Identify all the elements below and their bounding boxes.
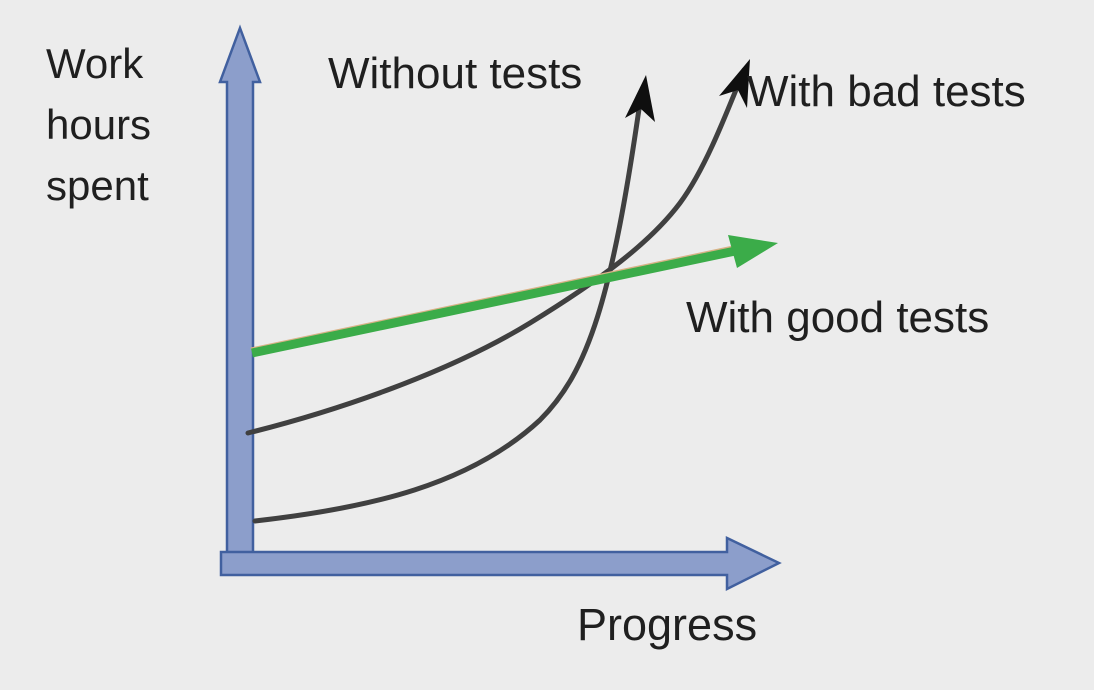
x-axis-arrow xyxy=(219,536,782,592)
good-tests-line xyxy=(251,245,741,358)
x-axis-label: Progress xyxy=(577,599,758,650)
bad-tests-curve xyxy=(245,67,747,436)
y-axis-label: Work hours spent xyxy=(46,40,152,209)
without-tests-arrowhead xyxy=(625,75,655,122)
series-label-with-bad-tests: With bad tests xyxy=(747,67,1026,116)
good-tests-arrowhead xyxy=(728,235,778,268)
series-label-without-tests: Without tests xyxy=(328,49,583,98)
bad-tests-arrowhead xyxy=(719,59,750,108)
y-axis-arrow xyxy=(218,24,262,576)
series-label-with-good-tests: With good tests xyxy=(686,293,990,342)
without-tests-curve xyxy=(252,92,644,524)
